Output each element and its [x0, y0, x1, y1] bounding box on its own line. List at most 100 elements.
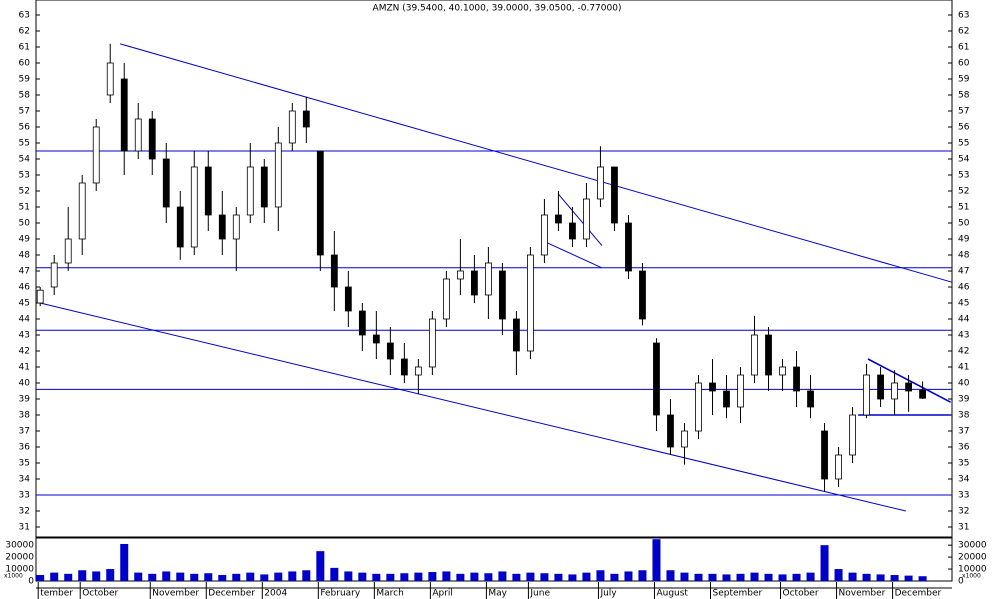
candle-body [779, 366, 786, 376]
volume-tick-label: 10000 [958, 565, 987, 575]
volume-bar [610, 573, 619, 581]
candle-body [695, 382, 702, 432]
y-tick-label: 45 [19, 299, 30, 309]
y-tick-label: 40 [19, 379, 31, 389]
y-tick-label: 37 [958, 427, 969, 437]
candle-body [120, 78, 128, 152]
volume-bar [162, 571, 171, 581]
volume-bar [820, 545, 829, 581]
candle-body [330, 254, 338, 288]
candle-body [344, 286, 352, 312]
candle-body [569, 222, 576, 240]
candle-body [162, 158, 170, 208]
candle-body [905, 382, 912, 392]
y-tick-label: 34 [19, 475, 31, 485]
volume-bar [246, 572, 255, 581]
y-tick-label: 46 [19, 283, 31, 293]
candle-body [260, 166, 268, 208]
volume-bar [470, 572, 479, 581]
y-tick-label: 49 [958, 235, 970, 245]
y-tick-label: 36 [19, 443, 31, 453]
volume-bar [624, 571, 633, 581]
y-tick-label: 34 [958, 475, 970, 485]
y-tick-label: 53 [19, 171, 30, 181]
x-tick-label: March [376, 589, 403, 599]
y-tick-label: 44 [19, 315, 31, 325]
y-tick-label: 55 [958, 139, 969, 149]
candle-body [288, 110, 296, 144]
volume-bar [456, 573, 465, 581]
candle-body [232, 214, 240, 240]
y-tick-label: 33 [19, 491, 30, 501]
volume-bar [274, 572, 283, 581]
volume-bar [428, 572, 437, 581]
volume-tick-label: 30000 [958, 541, 987, 551]
trend-line [558, 193, 603, 246]
volume-bar [652, 539, 661, 581]
x-tick-label: February [320, 589, 361, 599]
candle-body [50, 262, 58, 288]
y-tick-label: 59 [19, 75, 31, 85]
volume-bar [414, 572, 423, 581]
volume-tick-label: 20000 [5, 553, 34, 563]
volume-bar [876, 574, 885, 581]
y-tick-label: 42 [958, 347, 969, 357]
candle-body [863, 374, 870, 416]
volume-unit: x1000 [4, 573, 23, 580]
trend-line [40, 302, 906, 512]
volume-bar [190, 573, 199, 581]
candle-body [793, 366, 800, 392]
y-tick-label: 54 [19, 155, 31, 165]
candle-body [176, 206, 184, 248]
volume-bar [708, 573, 717, 581]
volume-bar [260, 574, 269, 581]
candle-body [639, 270, 646, 320]
y-tick-label: 59 [958, 75, 970, 85]
x-tick-label: December [208, 589, 255, 599]
candle-body [274, 142, 282, 208]
x-tick-label: May [488, 589, 507, 599]
volume-unit: x1000 [962, 573, 981, 580]
y-tick-label: 35 [19, 459, 30, 469]
candle-body [807, 390, 814, 408]
volume-bar [554, 573, 563, 581]
y-tick-label: 56 [958, 123, 970, 133]
candle-body [583, 198, 590, 240]
candle-body [414, 366, 422, 376]
candle-body [541, 214, 548, 256]
volume-frame [35, 537, 953, 582]
candle-body [611, 166, 618, 224]
y-tick-label: 35 [958, 459, 969, 469]
x-tick-label: 2004 [264, 589, 287, 599]
y-tick-label: 48 [19, 251, 31, 261]
volume-bar [78, 570, 87, 581]
volume-bar [176, 572, 185, 581]
candle-body [134, 118, 142, 152]
volume-tick-label: 30000 [5, 541, 34, 551]
volume-bar [512, 573, 521, 581]
y-tick-label: 63 [958, 11, 969, 21]
candle-body [428, 318, 436, 368]
candle-body [358, 310, 366, 336]
trend-line [545, 241, 603, 269]
y-tick-label: 31 [19, 523, 30, 533]
volume-bar [386, 573, 395, 581]
volume-bar [764, 573, 773, 581]
candle-body [442, 278, 450, 320]
x-tick-label: July [599, 589, 617, 599]
volume-tick-label: 0 [958, 577, 964, 587]
x-tick-label: October [783, 589, 819, 599]
volume-bar [92, 571, 101, 581]
candle-body [400, 358, 408, 376]
y-tick-label: 31 [958, 523, 969, 533]
y-tick-label: 41 [19, 363, 30, 373]
y-tick-label: 62 [958, 27, 969, 37]
volume-bar [106, 569, 115, 581]
candle-body [386, 342, 394, 360]
candle-body [625, 222, 632, 272]
candle-body [709, 382, 716, 392]
trend-line [119, 43, 953, 283]
candle-body [78, 182, 86, 240]
y-tick-label: 33 [958, 491, 969, 501]
